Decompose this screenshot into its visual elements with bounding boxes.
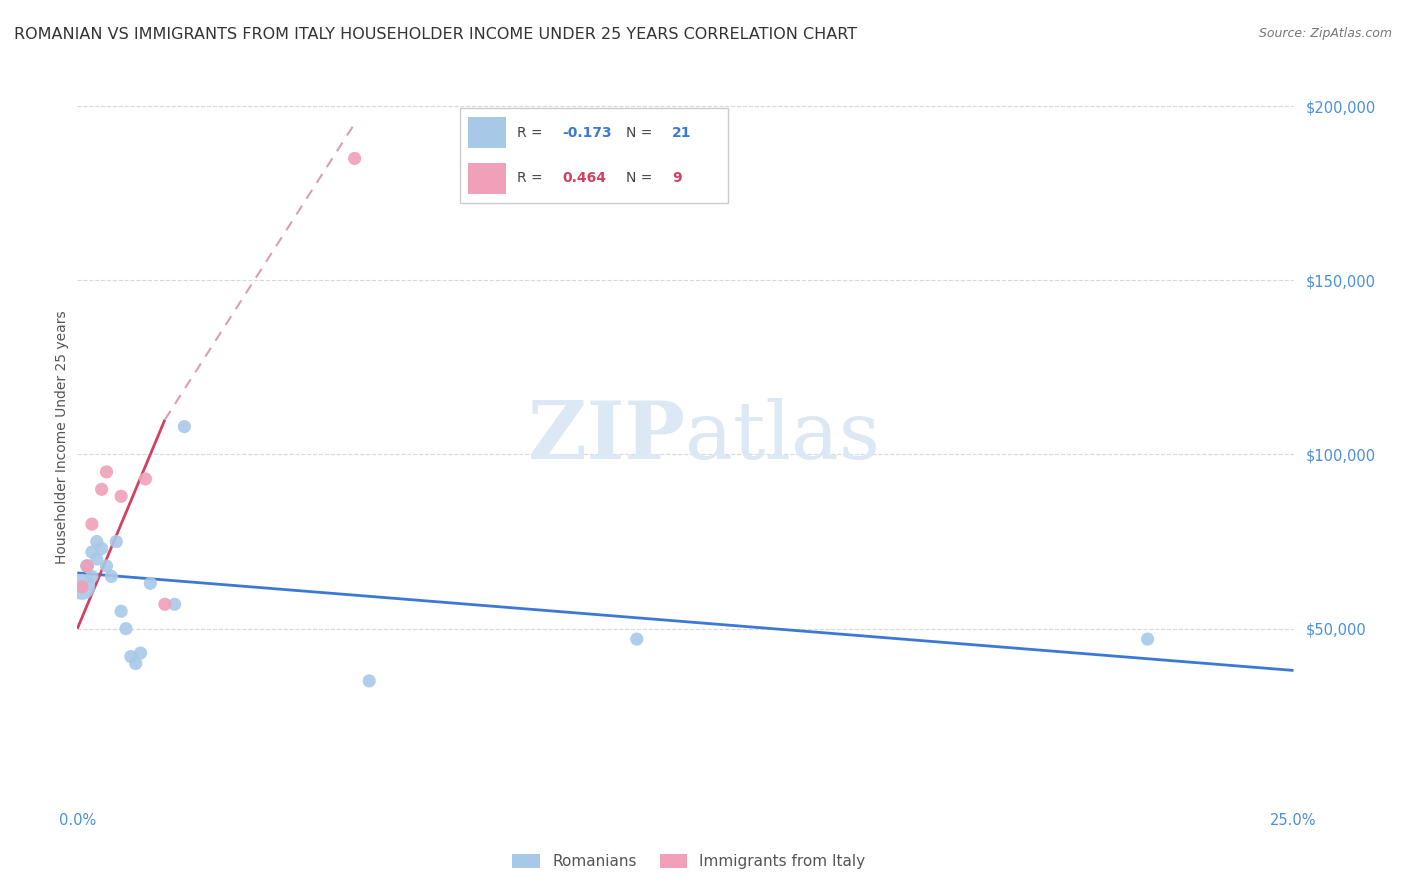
Text: ROMANIAN VS IMMIGRANTS FROM ITALY HOUSEHOLDER INCOME UNDER 25 YEARS CORRELATION : ROMANIAN VS IMMIGRANTS FROM ITALY HOUSEH…: [14, 27, 858, 42]
Point: [70, 580, 93, 594]
Point: [80, 545, 103, 559]
Point: [80, 517, 103, 532]
Point: [134, 472, 156, 486]
Y-axis label: Householder Income Under 25 years: Householder Income Under 25 years: [55, 310, 69, 564]
Point: [86, 534, 108, 549]
Point: [96, 558, 118, 573]
Text: Source: ZipAtlas.com: Source: ZipAtlas.com: [1258, 27, 1392, 40]
Point: [153, 597, 176, 611]
Legend: Romanians, Immigrants from Italy: Romanians, Immigrants from Italy: [506, 848, 872, 875]
Point: [626, 632, 648, 646]
Point: [129, 646, 152, 660]
Point: [96, 465, 118, 479]
Point: [86, 552, 108, 566]
Point: [163, 597, 186, 611]
Point: [76, 558, 98, 573]
Point: [76, 558, 98, 573]
Point: [120, 649, 142, 664]
Point: [90, 541, 112, 556]
Point: [70, 580, 93, 594]
Point: [110, 604, 132, 618]
Text: ZIP: ZIP: [529, 398, 686, 476]
Point: [125, 657, 148, 671]
Point: [343, 152, 366, 166]
Point: [359, 673, 381, 688]
Point: [1136, 632, 1159, 646]
Point: [115, 622, 138, 636]
Point: [110, 489, 132, 503]
Point: [105, 534, 128, 549]
Point: [90, 483, 112, 497]
Point: [139, 576, 162, 591]
Point: [173, 419, 195, 434]
Point: [100, 569, 122, 583]
Text: atlas: atlas: [686, 398, 880, 476]
Point: [80, 569, 103, 583]
